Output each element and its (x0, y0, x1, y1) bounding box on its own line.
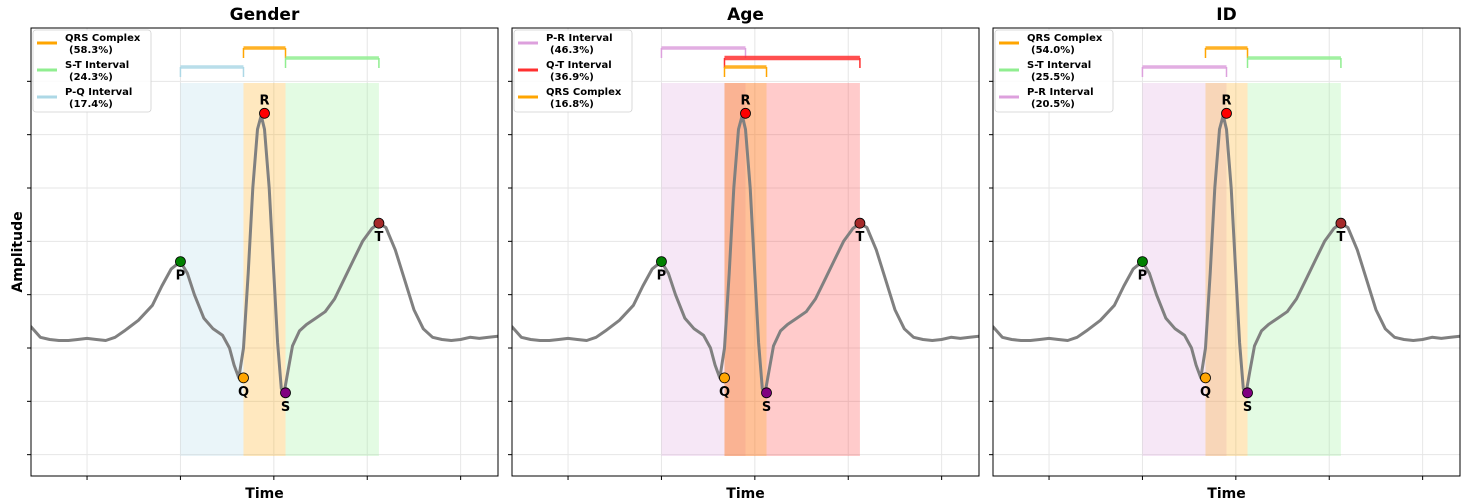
legend-box (32, 29, 152, 113)
point-label-q: Q (1200, 385, 1211, 400)
point-label-q: Q (238, 385, 249, 400)
legend-percent: (58.3%) (69, 45, 113, 56)
point-q (238, 372, 249, 384)
region-p-q-interval (180, 83, 244, 456)
interval-regions (180, 83, 379, 456)
axes-frame (511, 27, 980, 477)
point-label-t: T (1336, 230, 1345, 245)
point-t (373, 217, 385, 229)
point-label-t: T (855, 230, 864, 245)
point-t (1335, 217, 1347, 229)
legend-label: QRS Complex (1027, 33, 1103, 44)
legend-label: P-Q Interval (65, 87, 132, 98)
legend-percent: (16.8%) (550, 99, 594, 110)
point-r (259, 107, 270, 119)
legend-box (994, 29, 1114, 113)
point-label-s: S (762, 400, 771, 415)
point-label-s: S (1243, 400, 1252, 415)
legend-percent: (20.5%) (1031, 99, 1075, 110)
point-p (175, 256, 186, 268)
legend-percent: (54.0%) (1031, 45, 1075, 56)
point-label-q: Q (719, 385, 730, 400)
interval-bars (1141, 46, 1342, 77)
axes-frame (30, 27, 499, 477)
legend-percent: (17.4%) (69, 99, 113, 110)
point-label-p: P (1138, 269, 1148, 284)
y-axis-label: Amplitude (10, 211, 26, 292)
legend-label: P-R Interval (546, 33, 613, 44)
legend-label: S-T Interval (65, 60, 129, 71)
legend-percent: (24.3%) (69, 72, 113, 83)
panel-title: ID (1216, 5, 1236, 25)
legend-percent: (25.5%) (1031, 72, 1075, 83)
point-q (719, 372, 730, 384)
ecg-signal-line (512, 114, 979, 395)
region-s-t-interval (285, 83, 379, 456)
legend: QRS Complex(54.0%) S-T Interval(25.5%) P-R… (994, 29, 1114, 113)
point-r (1221, 107, 1232, 119)
region-p-r-interval (661, 83, 746, 456)
point-s (1242, 387, 1253, 399)
point-label-r: R (740, 93, 750, 108)
ecg-signal-line (31, 114, 498, 395)
x-axis-label: Time (1207, 486, 1245, 502)
legend-percent: (46.3%) (550, 45, 594, 56)
ecg-signal-line (993, 114, 1460, 395)
panel-title: Age (727, 5, 764, 25)
legend: P-R Interval(46.3%) Q-T Interval(36.9%) QR… (513, 29, 633, 113)
x-axis-label: Time (245, 486, 283, 502)
interval-regions (1142, 83, 1341, 456)
legend-label: P-R Interval (1027, 87, 1094, 98)
legend-label: QRS Complex (546, 87, 622, 98)
interval-bars (660, 46, 861, 77)
point-q (1200, 372, 1211, 384)
point-label-p: P (657, 269, 667, 284)
legend-percent: (36.9%) (550, 72, 594, 83)
point-p (656, 256, 667, 268)
point-s (280, 387, 291, 399)
x-axis-label: Time (726, 486, 764, 502)
panel-gender: P Q R S T QRS Complex(58.3%) S-T Interval(24.3… (27, 5, 499, 502)
point-t (854, 217, 866, 229)
legend-label: S-T Interval (1027, 60, 1091, 71)
region-p-r-interval (1142, 83, 1227, 456)
point-r (740, 107, 751, 119)
region-s-t-interval (1247, 83, 1341, 456)
point-label-p: P (176, 269, 186, 284)
point-label-s: S (281, 400, 290, 415)
point-label-t: T (374, 230, 383, 245)
panel-title: Gender (230, 5, 300, 25)
legend-label: QRS Complex (65, 33, 141, 44)
legend-label: Q-T Interval (546, 60, 612, 71)
grid (512, 28, 979, 476)
point-s (761, 387, 772, 399)
panel-age: P Q R S T P-R Interval(46.3%) Q-T Interval(36.… (508, 5, 980, 502)
legend: QRS Complex(58.3%) S-T Interval(24.3%) P-Q… (32, 29, 152, 113)
legend-box (513, 29, 633, 113)
grid (993, 28, 1460, 476)
point-label-r: R (1221, 93, 1231, 108)
point-label-r: R (259, 93, 269, 108)
axes-frame (992, 27, 1461, 477)
point-p (1137, 256, 1148, 268)
interval-bars (179, 46, 380, 77)
panel-id: P Q R S T QRS Complex(54.0%) S-T Interval(25.5… (989, 5, 1461, 502)
